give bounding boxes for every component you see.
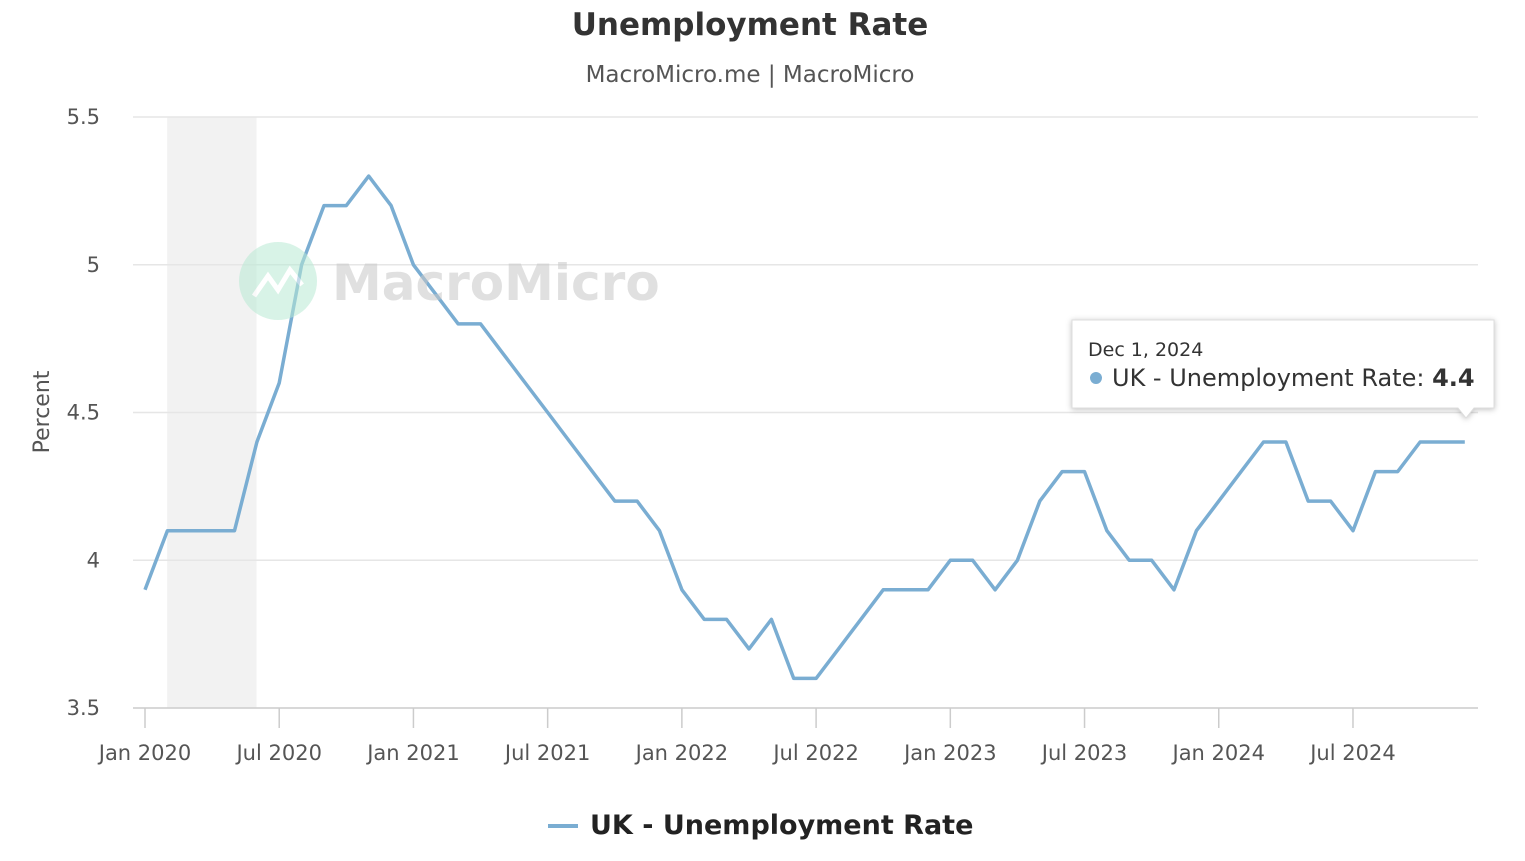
- x-tick-label: Jul 2020: [234, 741, 321, 765]
- x-tick-label: Jan 2022: [634, 741, 729, 765]
- watermark-logo-icon: [239, 242, 317, 320]
- x-tick-label: Jan 2023: [902, 741, 997, 765]
- x-tick-label: Jul 2022: [771, 741, 858, 765]
- tooltip: Dec 1, 2024 UK - Unemployment Rate: 4.4: [1071, 319, 1495, 419]
- svg-text:UK - Unemployment Rate: 4.4: UK - Unemployment Rate: 4.4: [1112, 364, 1475, 392]
- x-tick-label: Jan 2024: [1171, 741, 1266, 765]
- tooltip-marker-icon: [1090, 372, 1102, 384]
- plot-area: 3.5 4 4.5 5 5.5 Jan 2020 Jul 2020 Jan 2021 Jul 2…: [67, 105, 1478, 765]
- legend[interactable]: UK - Unemployment Rate: [548, 810, 973, 841]
- y-tick-label: 5.5: [67, 105, 100, 129]
- y-tick-label: 5: [87, 253, 100, 277]
- y-axis-label: Percent: [30, 370, 55, 453]
- x-tick-label: Jan 2020: [97, 741, 192, 765]
- legend-label[interactable]: UK - Unemployment Rate: [590, 810, 973, 841]
- y-tick-label: 3.5: [67, 696, 100, 720]
- tooltip-label: UK - Unemployment Rate:: [1112, 364, 1432, 392]
- x-tick-label: Jul 2021: [503, 741, 590, 765]
- series-line: [143, 174, 1465, 681]
- x-tick-label: Jan 2021: [365, 741, 460, 765]
- watermark-text: MacroMicro: [332, 254, 660, 312]
- tooltip-value: 4.4: [1432, 364, 1475, 392]
- watermark: MacroMicro: [239, 242, 660, 320]
- y-tick-label: 4.5: [67, 401, 100, 425]
- chart-subtitle: MacroMicro.me | MacroMicro: [586, 62, 915, 88]
- y-tick-label: 4: [87, 548, 100, 572]
- x-tick-label: Jul 2024: [1308, 741, 1395, 765]
- chart-title: Unemployment Rate: [572, 7, 929, 43]
- tooltip-date: Dec 1, 2024: [1088, 339, 1203, 361]
- x-tick-label: Jul 2023: [1040, 741, 1127, 765]
